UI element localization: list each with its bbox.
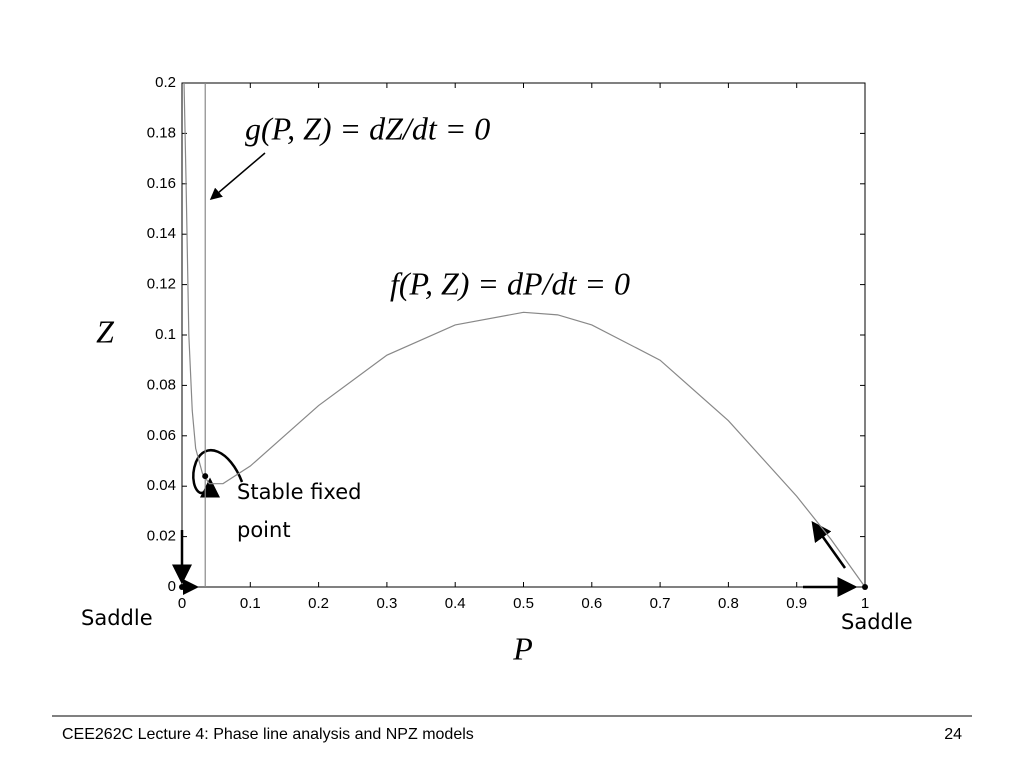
arrow <box>209 152 266 200</box>
footer-left: CEE262C Lecture 4: Phase line analysis a… <box>62 726 474 743</box>
y-tick-label: 0.18 <box>147 124 176 141</box>
annotation: Stable fixed <box>237 480 361 504</box>
x-tick-label: 0.9 <box>786 595 807 612</box>
x-tick-label: 0.1 <box>240 595 261 612</box>
x-tick-label: 0 <box>178 595 186 612</box>
x-tick-label: 0.2 <box>308 595 329 612</box>
x-tick-label: 0.7 <box>650 595 671 612</box>
x-tick-label: 0.4 <box>445 595 466 612</box>
fixed-point <box>202 473 209 480</box>
annotation: point <box>237 518 291 542</box>
plot-frame <box>181 82 866 588</box>
fixed-point <box>862 584 868 590</box>
x-tick-label: 0.5 <box>513 595 534 612</box>
x-tick-label: 0.8 <box>718 595 739 612</box>
y-tick-label: 0 <box>168 578 176 595</box>
y-tick-label: 0.2 <box>155 74 176 91</box>
x-tick-label: 1 <box>861 595 869 612</box>
arrows <box>172 152 858 597</box>
annotation: Saddle <box>841 610 913 634</box>
y-tick-label: 0.12 <box>147 276 176 293</box>
y-tick-label: 0.16 <box>147 175 176 192</box>
x-tick-label: 0.6 <box>581 595 602 612</box>
footer-right: 24 <box>944 726 962 743</box>
fixed-point <box>179 584 185 590</box>
y-tick-label: 0.06 <box>147 427 176 444</box>
y-axis-label: Z <box>96 313 115 349</box>
x-tick-label: 0.3 <box>376 595 397 612</box>
annotation: f(P, Z) = dP/dt = 0 <box>390 265 630 301</box>
y-tick-label: 0.02 <box>147 528 176 545</box>
nullcline <box>183 82 866 588</box>
annotation: g(P, Z) = dZ/dt = 0 <box>245 110 490 146</box>
spiral-arrow <box>192 449 244 498</box>
arrow <box>811 520 847 569</box>
y-tick-label: 0.14 <box>147 225 176 242</box>
y-tick-label: 0.08 <box>147 376 176 393</box>
y-tick-label: 0.1 <box>155 326 176 343</box>
x-axis-label: P <box>512 630 533 666</box>
annotation: Saddle <box>81 606 153 630</box>
y-tick-label: 0.04 <box>147 477 176 494</box>
